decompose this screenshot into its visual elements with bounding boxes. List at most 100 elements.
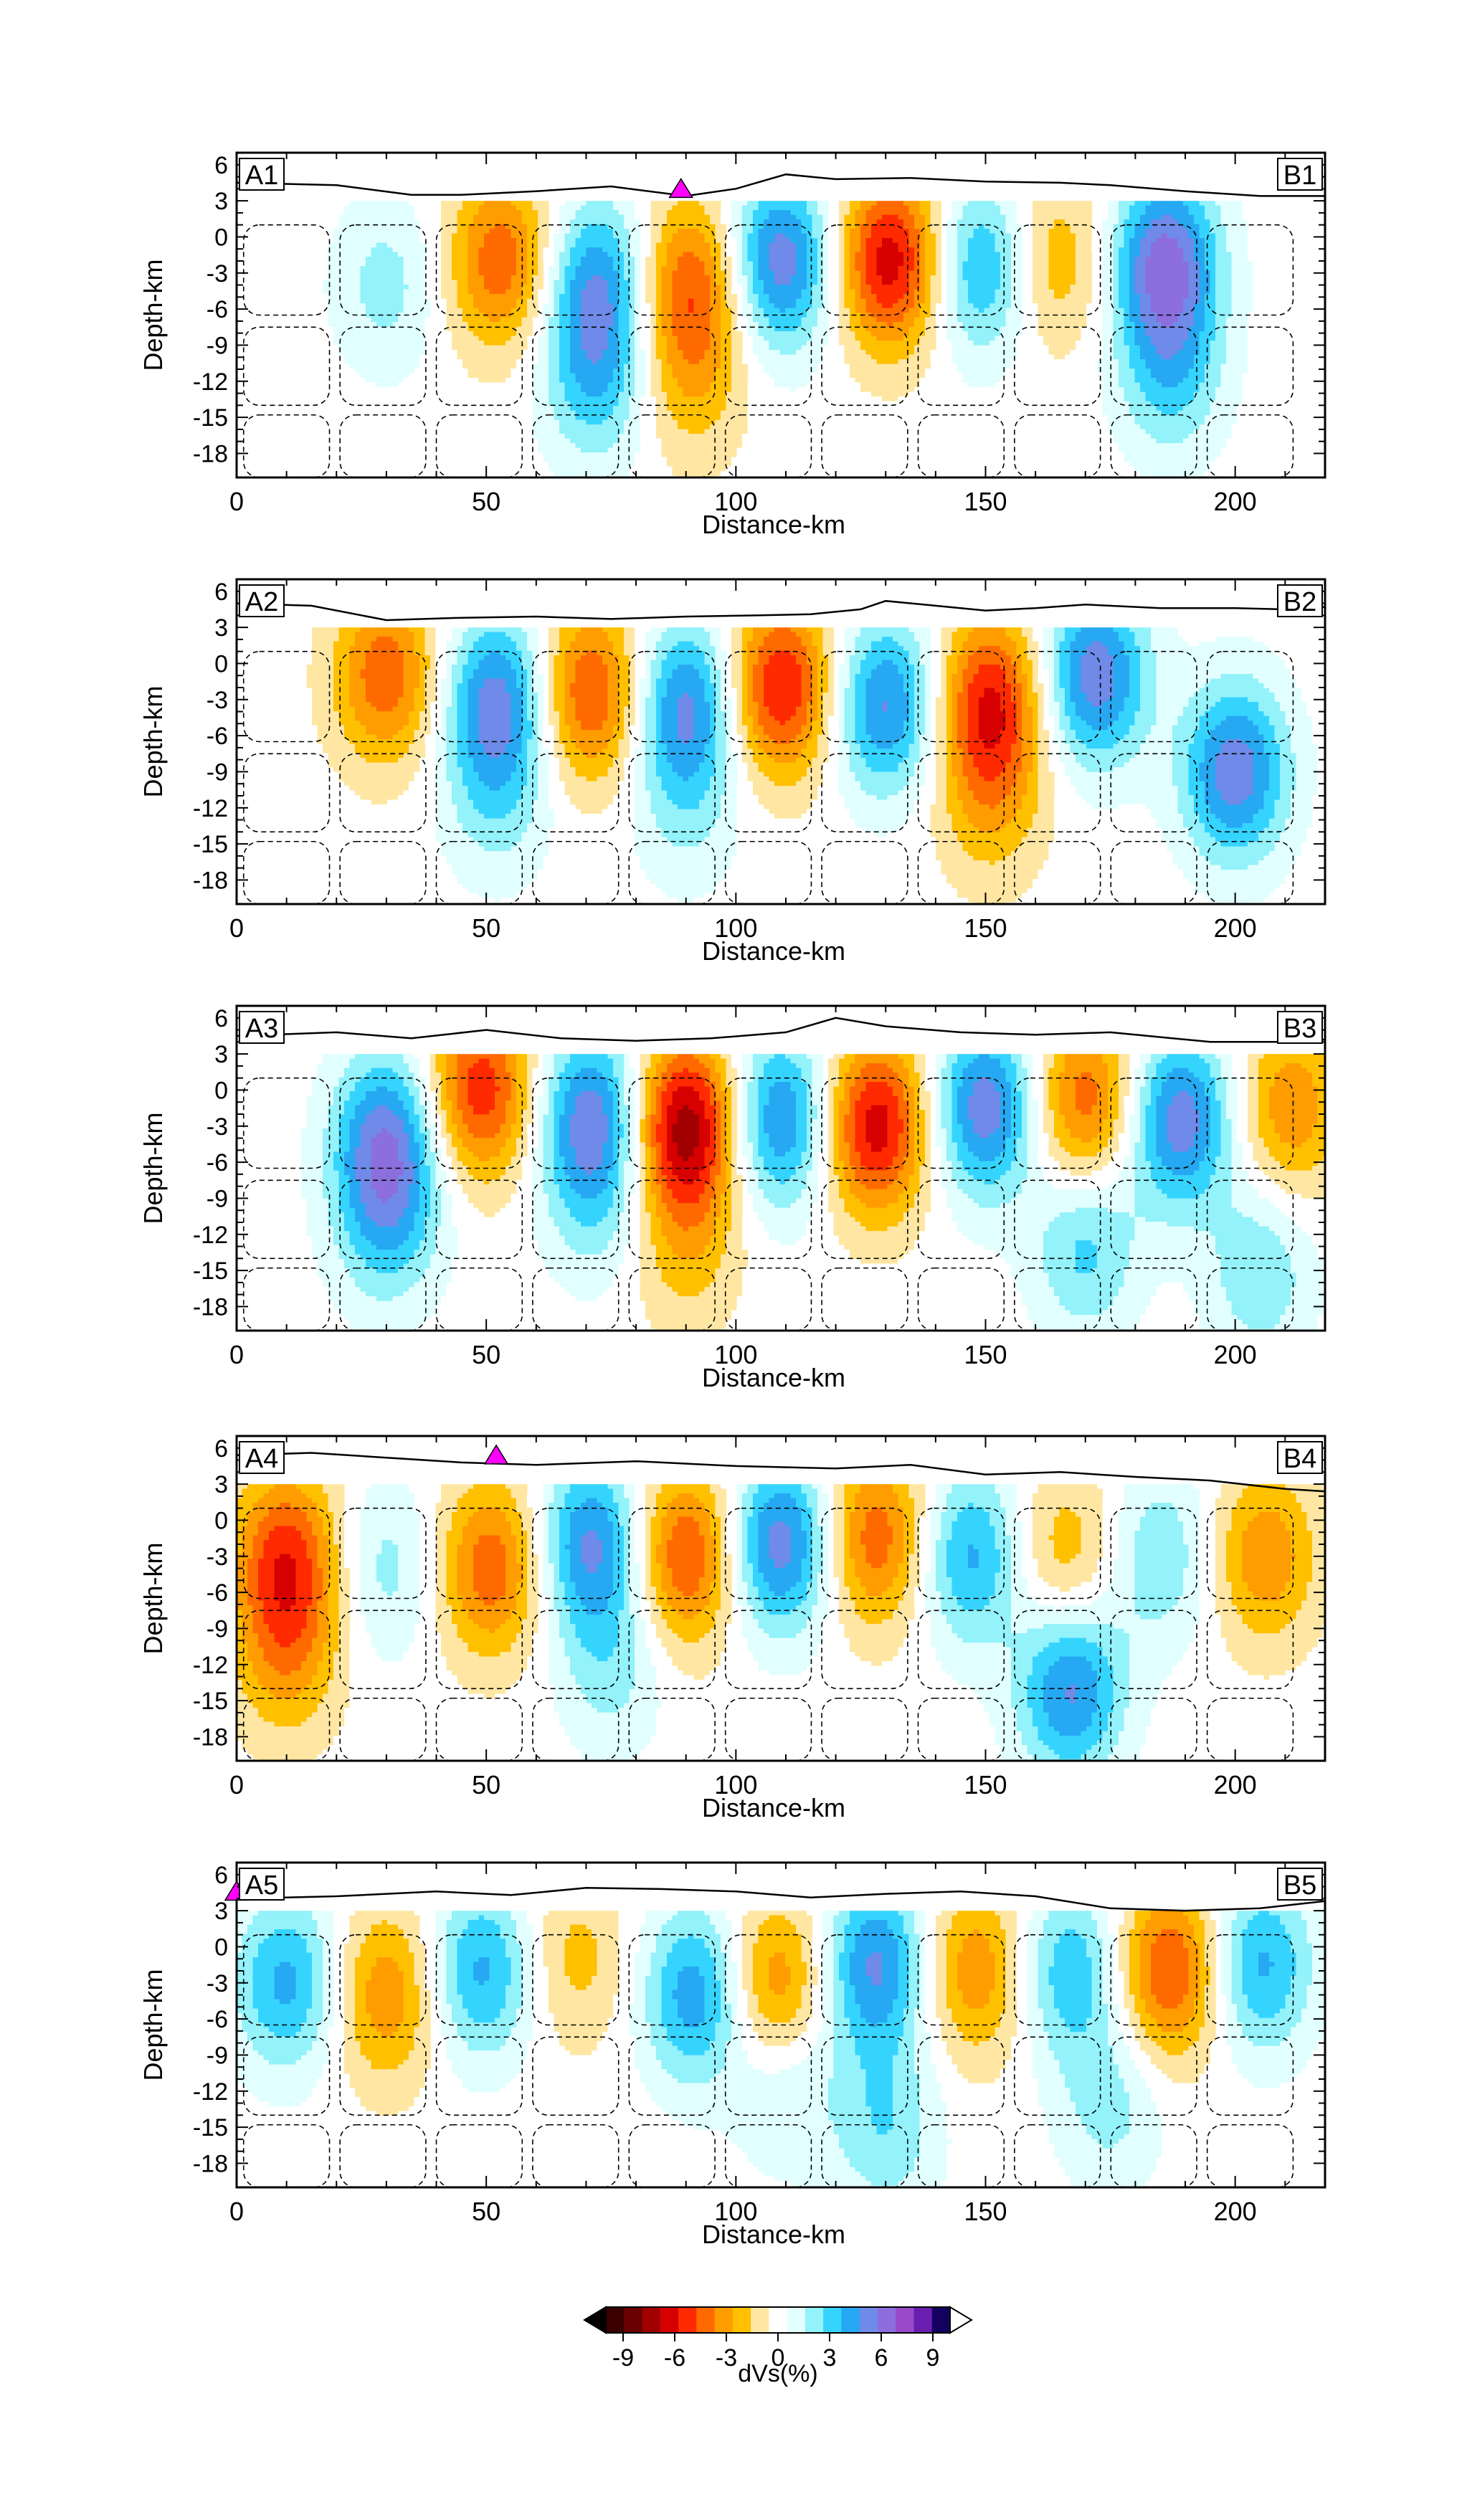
heat-cell	[1016, 252, 1022, 257]
heat-cell	[333, 308, 340, 313]
heat-cell	[850, 214, 856, 220]
heat-cell	[1242, 261, 1248, 267]
heat-cell	[457, 201, 463, 206]
heat-cell	[441, 205, 447, 211]
heat-cell	[467, 285, 474, 290]
heat-cell	[1199, 326, 1205, 332]
heat-cell	[683, 210, 689, 216]
heat-cell	[1210, 336, 1216, 341]
heat-cell	[570, 341, 576, 346]
heat-cell	[801, 224, 807, 229]
heat-cell	[876, 257, 883, 262]
heat-cell	[801, 201, 807, 206]
heat-cell	[1183, 219, 1190, 225]
heat-cell	[747, 238, 754, 244]
heat-cell	[1113, 261, 1119, 267]
heat-cell	[564, 224, 571, 229]
heat-cell	[1220, 201, 1227, 206]
heat-cell	[1011, 326, 1017, 332]
heat-cell	[467, 341, 474, 346]
heat-cell	[903, 247, 910, 253]
heat-cell	[1113, 224, 1119, 229]
heat-cell	[1248, 242, 1254, 248]
heat-cell	[532, 214, 538, 220]
heat-cell	[1220, 285, 1227, 290]
heat-cell	[1215, 214, 1222, 220]
heat-cell	[376, 229, 383, 234]
heat-cell	[1167, 252, 1173, 257]
heat-cell	[355, 219, 361, 225]
heat-cell	[1081, 289, 1087, 295]
heat-cell	[1151, 201, 1157, 206]
heat-cell	[1167, 308, 1173, 313]
heat-cell	[871, 205, 878, 211]
heat-cell	[995, 270, 1001, 276]
heat-cell	[979, 257, 985, 262]
heat-cell	[355, 257, 361, 262]
heat-cell	[979, 238, 985, 244]
heat-cell	[597, 247, 603, 253]
heat-cell	[1134, 252, 1141, 257]
heat-cell	[1220, 238, 1227, 244]
heat-cell	[1097, 322, 1103, 328]
heat-cell	[349, 210, 356, 216]
heat-cell	[457, 341, 463, 346]
heat-cell	[1016, 205, 1022, 211]
heat-cell	[979, 275, 985, 281]
heat-cell	[995, 201, 1001, 206]
heat-cell	[618, 303, 625, 309]
heat-cell	[898, 313, 904, 318]
heat-cell	[764, 266, 770, 272]
heat-cell	[908, 285, 915, 290]
heat-cell	[570, 224, 576, 229]
heat-cell	[758, 317, 764, 323]
heat-cell	[1220, 261, 1227, 267]
heat-cell	[699, 266, 706, 272]
heat-cell	[1108, 336, 1114, 341]
heat-cell	[462, 257, 469, 262]
heat-cell	[1124, 275, 1130, 281]
heat-cell	[495, 270, 501, 276]
heat-cell	[1076, 270, 1082, 276]
heat-cell	[570, 205, 576, 211]
heat-cell	[1220, 214, 1227, 220]
heat-cell	[1033, 303, 1039, 309]
heat-cell	[1102, 294, 1109, 300]
heat-cell	[855, 238, 861, 244]
heat-cell	[962, 229, 969, 234]
heat-cell	[807, 252, 813, 257]
heat-cell	[801, 257, 807, 262]
heat-cell	[532, 261, 538, 267]
heat-cell	[661, 280, 668, 285]
heat-cell	[1081, 266, 1087, 272]
heat-cell	[473, 205, 480, 211]
heat-cell	[1162, 252, 1168, 257]
heat-cell	[317, 270, 323, 276]
heat-cell	[554, 238, 560, 244]
heat-cell	[1043, 275, 1050, 281]
heat-cell	[1076, 247, 1082, 253]
heat-cell	[495, 280, 501, 285]
heat-cell	[618, 252, 625, 257]
heat-cell	[1081, 205, 1087, 211]
heat-cell	[919, 326, 926, 332]
heat-cell	[1140, 238, 1147, 244]
heat-cell	[715, 233, 721, 239]
heat-cell	[376, 261, 383, 267]
heat-cell	[1140, 294, 1147, 300]
heat-cell	[1215, 266, 1222, 272]
heat-cell	[478, 331, 485, 337]
heat-cell	[338, 229, 345, 234]
heat-cell	[1005, 224, 1012, 229]
heat-cell	[736, 322, 743, 328]
heat-cell	[882, 252, 888, 257]
heat-cell	[344, 229, 351, 234]
heat-cell	[398, 233, 404, 239]
heat-cell	[1231, 322, 1238, 328]
heat-cell	[817, 201, 824, 206]
heat-cell	[441, 317, 447, 323]
heat-cell	[1226, 214, 1233, 220]
heat-cell	[1248, 308, 1254, 313]
heat-cell	[381, 298, 388, 304]
heat-cell	[452, 336, 458, 341]
